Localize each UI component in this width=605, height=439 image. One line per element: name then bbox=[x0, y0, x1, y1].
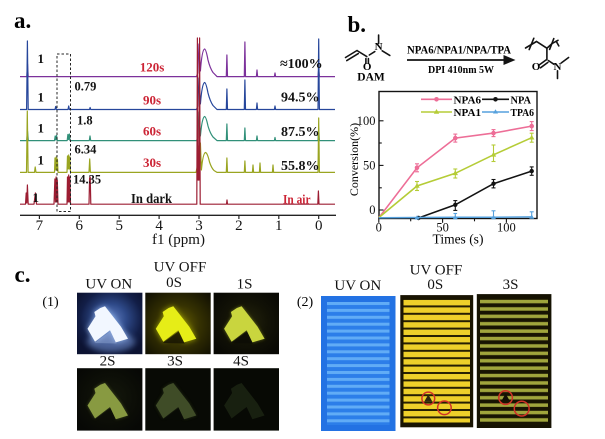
svg-text:f1 (ppm): f1 (ppm) bbox=[152, 232, 205, 248]
svg-text:2S: 2S bbox=[100, 354, 116, 370]
svg-text:100: 100 bbox=[357, 114, 376, 128]
svg-text:0.79: 0.79 bbox=[75, 80, 97, 94]
svg-text:4: 4 bbox=[155, 218, 163, 234]
svg-text:50: 50 bbox=[436, 221, 449, 235]
svg-text:0: 0 bbox=[315, 218, 323, 234]
svg-text:3: 3 bbox=[195, 218, 203, 234]
svg-text:1: 1 bbox=[38, 90, 45, 105]
svg-text:≈100%: ≈100% bbox=[280, 57, 323, 72]
svg-text:In dark: In dark bbox=[131, 191, 172, 206]
svg-text:4S: 4S bbox=[233, 354, 249, 370]
svg-text:NPA1: NPA1 bbox=[454, 107, 482, 119]
svg-text:7: 7 bbox=[36, 218, 44, 234]
svg-text:100: 100 bbox=[497, 221, 516, 235]
svg-text:1: 1 bbox=[33, 190, 40, 205]
svg-text:b.: b. bbox=[348, 12, 367, 37]
svg-text:O: O bbox=[363, 61, 372, 73]
svg-text:N: N bbox=[554, 61, 562, 73]
svg-text:O: O bbox=[532, 61, 541, 73]
svg-text:Conversion(%): Conversion(%) bbox=[347, 123, 361, 196]
svg-text:UV OFF: UV OFF bbox=[154, 260, 207, 276]
svg-text:1: 1 bbox=[38, 153, 45, 168]
svg-text:NPA6/NPA1/NPA/TPA: NPA6/NPA1/NPA/TPA bbox=[407, 45, 512, 57]
svg-text:60s: 60s bbox=[143, 124, 161, 139]
svg-text:3S: 3S bbox=[503, 277, 519, 293]
svg-text:94.5%: 94.5% bbox=[281, 91, 320, 106]
svg-text:UV ON: UV ON bbox=[85, 277, 132, 293]
svg-text:90s: 90s bbox=[143, 93, 161, 108]
svg-text:30s: 30s bbox=[143, 155, 161, 170]
svg-text:NPA: NPA bbox=[511, 94, 532, 106]
svg-text:(1): (1) bbox=[42, 295, 59, 310]
svg-text:14.35: 14.35 bbox=[73, 173, 101, 187]
svg-text:1S: 1S bbox=[237, 277, 253, 293]
svg-text:1: 1 bbox=[38, 51, 45, 66]
svg-text:6.34: 6.34 bbox=[75, 143, 98, 157]
svg-text:5: 5 bbox=[115, 218, 123, 234]
svg-text:(2): (2) bbox=[297, 295, 314, 310]
svg-text:c.: c. bbox=[15, 262, 31, 287]
svg-text:2: 2 bbox=[235, 218, 243, 234]
svg-text:DAM: DAM bbox=[357, 72, 385, 84]
svg-text:50: 50 bbox=[363, 159, 376, 173]
svg-text:1: 1 bbox=[38, 121, 45, 136]
svg-text:DPI 410nm 5W: DPI 410nm 5W bbox=[428, 64, 494, 76]
svg-text:0: 0 bbox=[376, 221, 382, 235]
svg-text:N: N bbox=[375, 41, 383, 53]
svg-text:6: 6 bbox=[76, 218, 84, 234]
svg-text:55.8%: 55.8% bbox=[281, 159, 320, 174]
svg-text:0S: 0S bbox=[166, 275, 182, 291]
svg-text:120s: 120s bbox=[140, 60, 165, 75]
svg-text:0S: 0S bbox=[427, 277, 443, 293]
svg-text:0: 0 bbox=[369, 203, 375, 217]
svg-text:TPA6: TPA6 bbox=[511, 107, 535, 119]
svg-text:a.: a. bbox=[14, 8, 31, 33]
svg-text:1: 1 bbox=[275, 218, 283, 234]
svg-text:3S: 3S bbox=[167, 354, 183, 370]
svg-text:In air: In air bbox=[283, 192, 311, 207]
svg-text:Times (s): Times (s) bbox=[433, 232, 484, 247]
svg-text:87.5%: 87.5% bbox=[281, 125, 320, 140]
svg-text:1.8: 1.8 bbox=[77, 114, 93, 128]
svg-text:UV ON: UV ON bbox=[334, 278, 381, 294]
svg-text:NPA6: NPA6 bbox=[454, 94, 482, 106]
svg-text:UV OFF: UV OFF bbox=[410, 263, 463, 279]
